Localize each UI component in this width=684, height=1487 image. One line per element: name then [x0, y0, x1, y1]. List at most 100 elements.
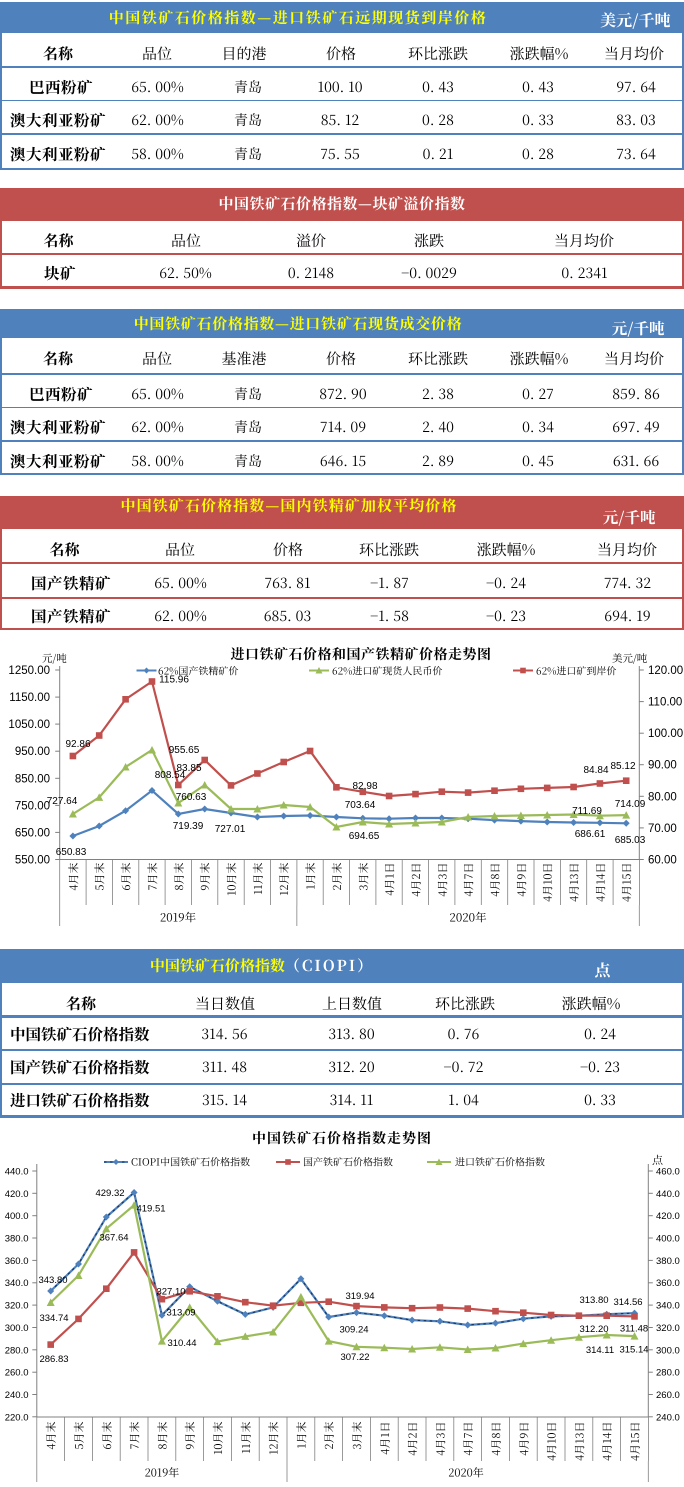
svg-text:380.0: 380.0 [656, 1256, 680, 1267]
svg-text:9月末: 9月末 [197, 863, 213, 891]
svg-text:4月末: 4月末 [43, 1422, 59, 1450]
svg-text:8月末: 8月末 [154, 1422, 170, 1450]
svg-text:3月末: 3月末 [349, 1422, 365, 1450]
svg-text:11月末: 11月末 [250, 863, 266, 895]
svg-text:429.32: 429.32 [95, 1188, 124, 1199]
svg-text:400.0: 400.0 [5, 1211, 29, 1222]
svg-text:5月末: 5月末 [92, 863, 108, 891]
svg-text:808.54: 808.54 [155, 770, 186, 781]
svg-text:90.00: 90.00 [648, 760, 677, 772]
svg-text:312.20: 312.20 [579, 1324, 608, 1335]
svg-text:320.0: 320.0 [656, 1323, 680, 1334]
svg-text:334.74: 334.74 [39, 1313, 68, 1324]
svg-text:100.00: 100.00 [648, 728, 683, 740]
svg-text:美元/吨: 美元/吨 [612, 651, 648, 666]
svg-text:420.0: 420.0 [5, 1189, 29, 1200]
svg-text:4月2日: 4月2日 [405, 1422, 421, 1456]
svg-text:260.0: 260.0 [5, 1368, 29, 1379]
svg-text:中国铁矿石价格指数走势图: 中国铁矿石价格指数走势图 [252, 1128, 432, 1148]
svg-text:82.98: 82.98 [352, 781, 377, 792]
svg-text:11月末: 11月末 [238, 1422, 254, 1454]
svg-text:4月8日: 4月8日 [487, 863, 503, 897]
svg-text:319.94: 319.94 [345, 1291, 374, 1302]
svg-text:440.0: 440.0 [5, 1167, 29, 1178]
svg-text:1月末: 1月末 [293, 1422, 309, 1449]
svg-text:343.80: 343.80 [38, 1275, 67, 1286]
svg-text:340.0: 340.0 [656, 1301, 680, 1312]
svg-text:714.09: 714.09 [615, 799, 646, 810]
svg-text:60.00: 60.00 [648, 855, 677, 867]
svg-text:711.69: 711.69 [572, 806, 602, 817]
svg-text:2月末: 2月末 [329, 863, 345, 891]
svg-text:460.0: 460.0 [656, 1167, 680, 1178]
svg-text:7月末: 7月末 [145, 863, 161, 891]
svg-text:240.0: 240.0 [5, 1390, 29, 1401]
svg-text:327.10: 327.10 [156, 1287, 185, 1298]
svg-text:4月10日: 4月10日 [540, 863, 556, 902]
svg-text:6月末: 6月末 [99, 1422, 115, 1450]
svg-text:240.0: 240.0 [656, 1412, 680, 1423]
svg-text:685.03: 685.03 [615, 835, 646, 846]
svg-text:727.01: 727.01 [215, 824, 246, 835]
svg-text:进口铁矿石价格和国产铁精矿价格走势图: 进口铁矿石价格和国产铁精矿价格走势图 [231, 644, 492, 664]
svg-text:314.11: 314.11 [586, 1345, 614, 1356]
svg-text:727.64: 727.64 [47, 796, 78, 807]
svg-text:4月15日: 4月15日 [627, 1422, 643, 1461]
svg-text:286.83: 286.83 [39, 1354, 68, 1365]
svg-text:340.0: 340.0 [5, 1278, 29, 1289]
svg-text:310.44: 310.44 [167, 1338, 196, 1349]
svg-text:420.0: 420.0 [656, 1211, 680, 1222]
svg-text:220.0: 220.0 [5, 1412, 29, 1423]
svg-text:CIOPI中国铁矿石价格指数: CIOPI中国铁矿石价格指数 [131, 1154, 250, 1169]
svg-text:92.86: 92.86 [65, 739, 90, 750]
svg-text:703.64: 703.64 [345, 800, 376, 811]
svg-text:419.51: 419.51 [136, 1204, 165, 1215]
svg-text:进口铁矿石价格指数: 进口铁矿石价格指数 [455, 1154, 545, 1169]
svg-text:10月末: 10月末 [224, 863, 240, 896]
svg-text:440.0: 440.0 [656, 1189, 680, 1200]
svg-text:7月末: 7月末 [127, 1422, 143, 1450]
svg-text:62%国产铁精矿价: 62%国产铁精矿价 [158, 663, 238, 678]
svg-text:2020年: 2020年 [448, 1465, 484, 1481]
svg-text:120.00: 120.00 [648, 665, 683, 677]
svg-text:2019年: 2019年 [160, 910, 197, 926]
svg-text:12月末: 12月末 [276, 863, 292, 896]
svg-text:1250.00: 1250.00 [8, 665, 50, 677]
svg-text:307.22: 307.22 [340, 1352, 369, 1363]
svg-text:650.00: 650.00 [15, 827, 50, 839]
svg-text:4月13日: 4月13日 [571, 1422, 587, 1461]
svg-text:2月末: 2月末 [321, 1422, 337, 1450]
svg-text:国产铁矿石价格指数: 国产铁矿石价格指数 [303, 1154, 393, 1169]
svg-text:4月7日: 4月7日 [460, 1422, 476, 1456]
svg-text:260.0: 260.0 [656, 1390, 680, 1401]
svg-text:4月10日: 4月10日 [544, 1422, 560, 1461]
svg-text:309.24: 309.24 [339, 1325, 368, 1336]
svg-text:70.00: 70.00 [648, 823, 677, 835]
svg-text:311.48: 311.48 [620, 1324, 648, 1335]
svg-text:62%进口矿到岸价: 62%进口矿到岸价 [536, 663, 616, 678]
svg-text:367.64: 367.64 [99, 1233, 128, 1244]
svg-text:85.12: 85.12 [610, 761, 635, 772]
svg-text:4月末: 4月末 [65, 863, 81, 891]
svg-text:点: 点 [652, 1152, 664, 1168]
svg-text:719.39: 719.39 [173, 821, 204, 832]
svg-text:650.83: 650.83 [56, 847, 87, 858]
svg-text:313.09: 313.09 [166, 1308, 195, 1319]
svg-text:4月15日: 4月15日 [619, 863, 635, 902]
svg-text:3月末: 3月末 [355, 863, 371, 891]
svg-text:750.00: 750.00 [15, 800, 50, 812]
svg-text:4月14日: 4月14日 [599, 1422, 615, 1461]
svg-text:760.63: 760.63 [176, 792, 207, 803]
svg-text:80.00: 80.00 [648, 791, 677, 803]
svg-text:1050.00: 1050.00 [8, 719, 50, 731]
svg-text:4月3日: 4月3日 [432, 1422, 448, 1456]
svg-text:84.84: 84.84 [583, 765, 608, 776]
svg-text:115.96: 115.96 [159, 675, 189, 686]
svg-text:1月末: 1月末 [303, 863, 319, 890]
svg-text:83.85: 83.85 [176, 763, 201, 774]
svg-text:380.0: 380.0 [5, 1234, 29, 1245]
svg-text:314.56: 314.56 [613, 1297, 642, 1308]
svg-text:4月3日: 4月3日 [434, 863, 450, 897]
svg-text:280.0: 280.0 [656, 1368, 680, 1379]
svg-text:313.80: 313.80 [579, 1295, 608, 1306]
